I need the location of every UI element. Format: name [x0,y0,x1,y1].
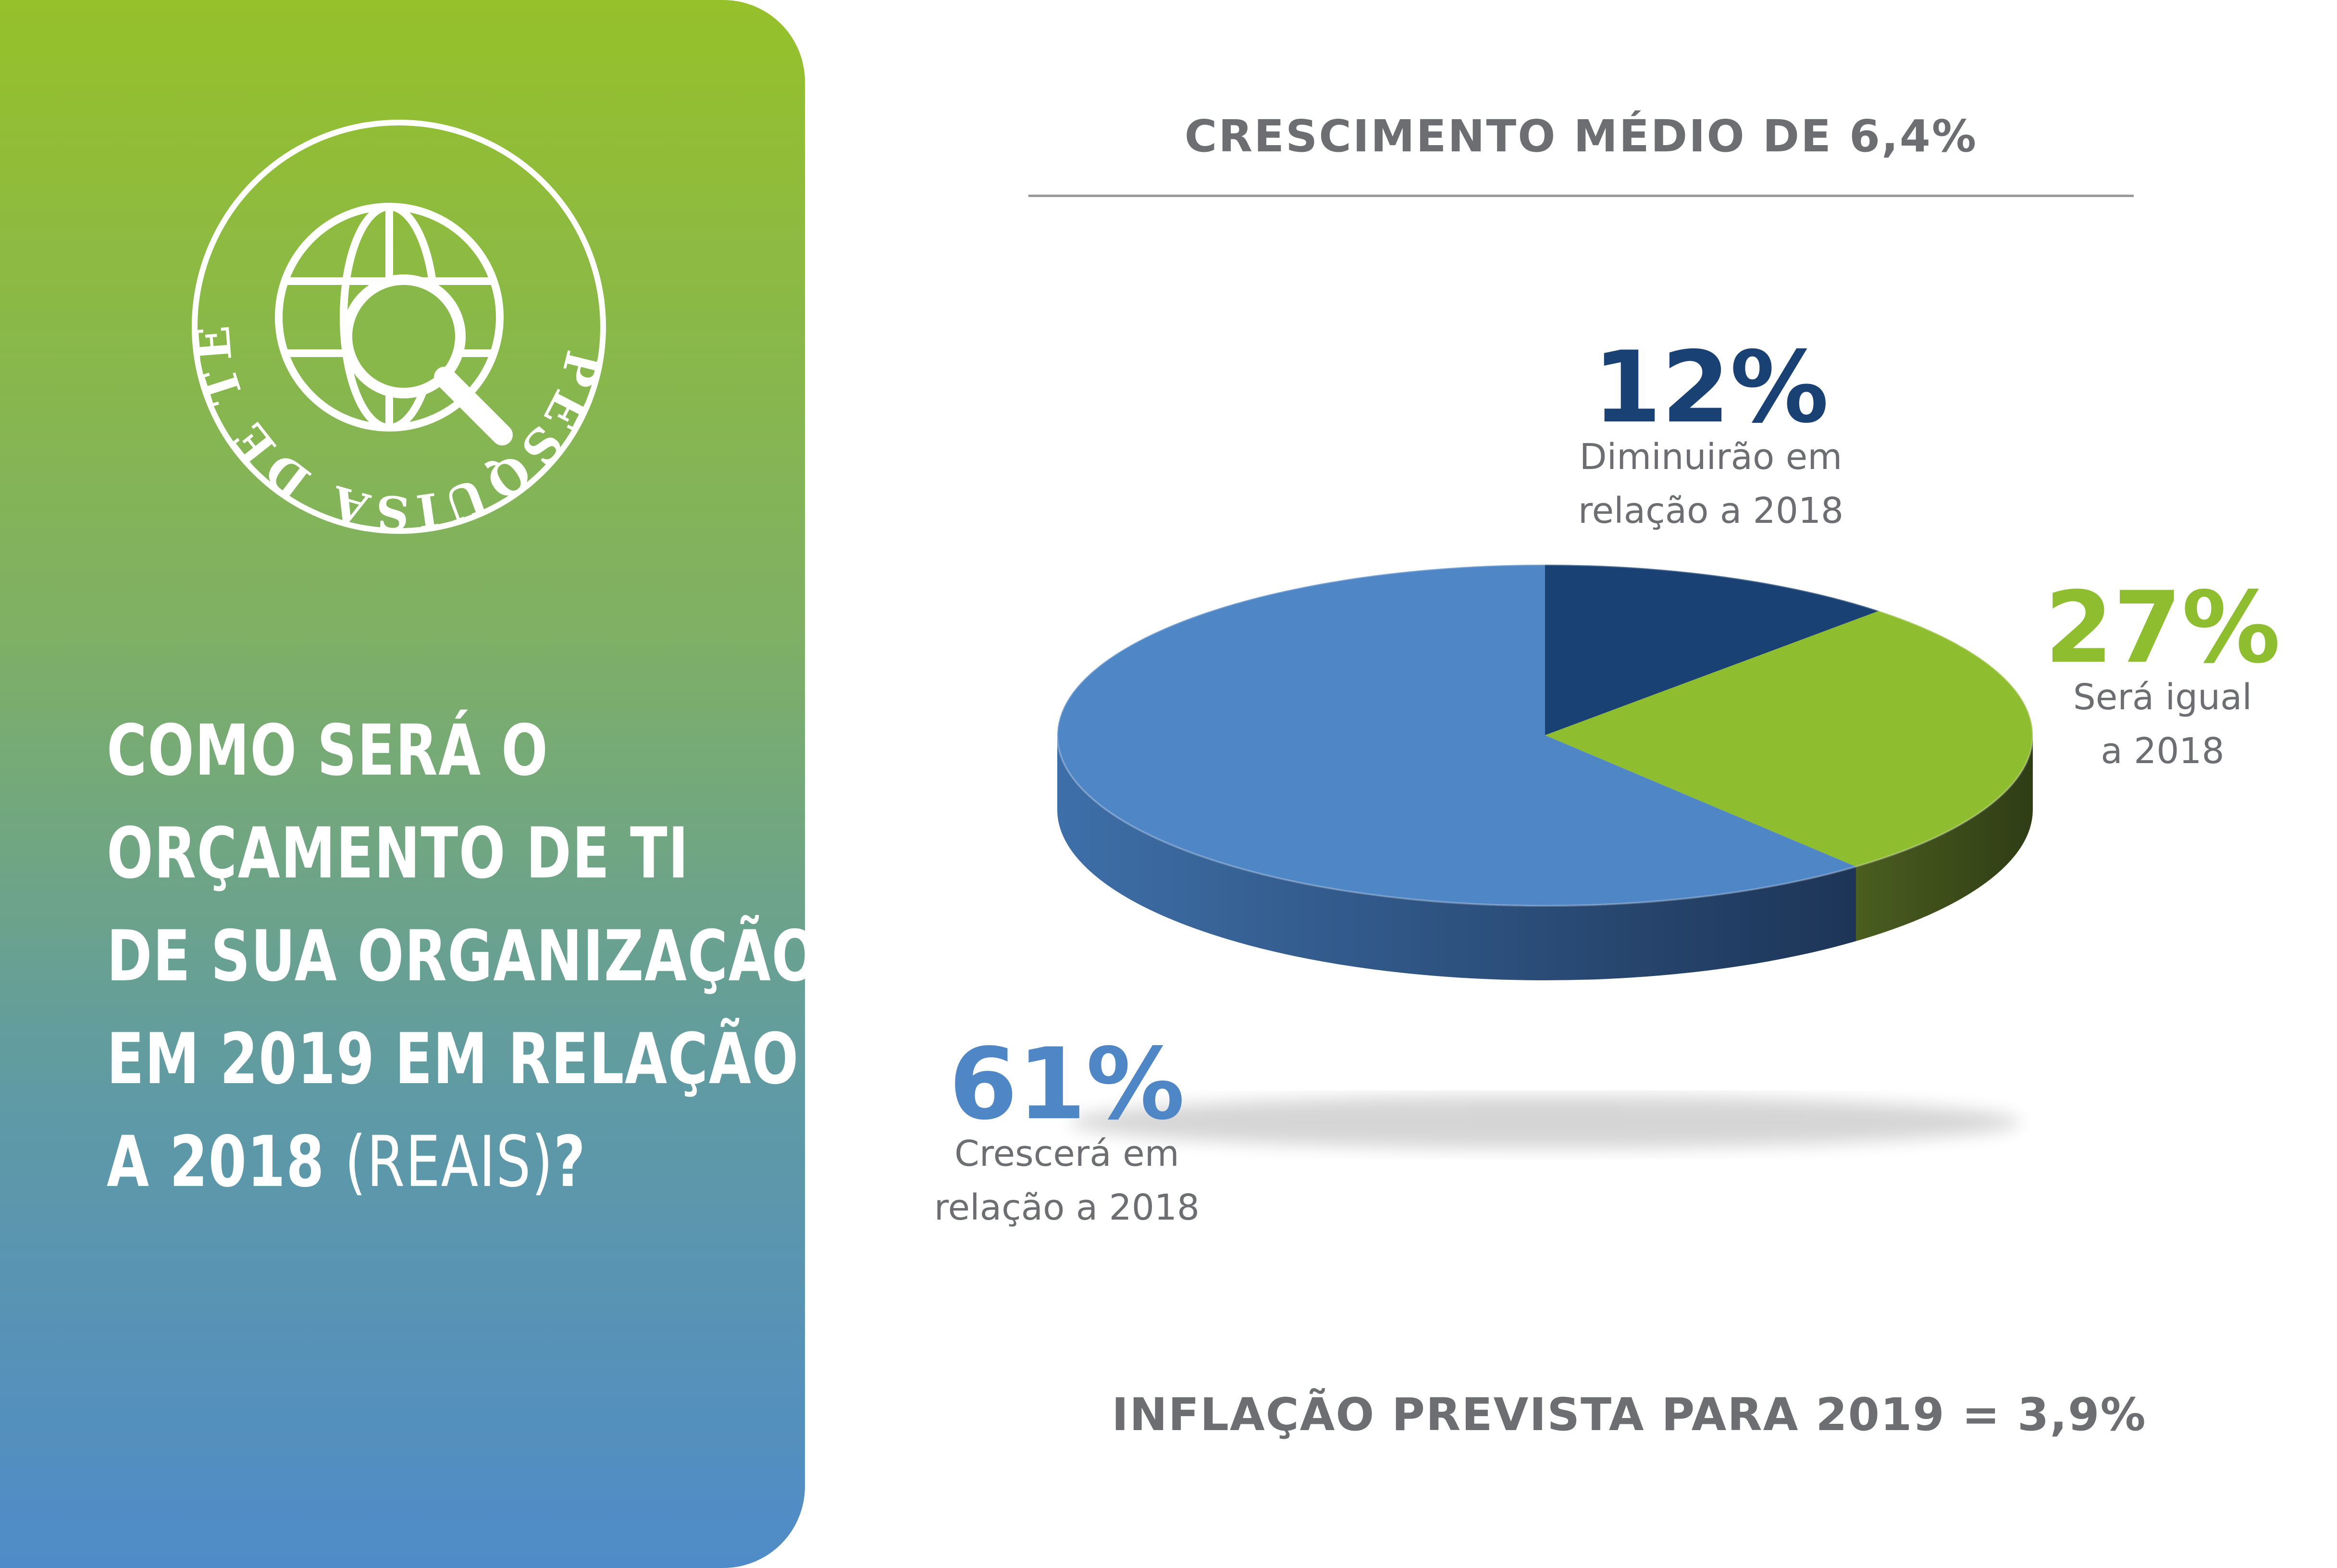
inflation-note: INFLAÇÃO PREVISTA PARA 2019 = 3,9% [1112,1389,2147,1441]
desc-line: a 2018 [2101,730,2225,772]
slice-label-increase: 61% [949,1027,1185,1142]
slice-desc-same: Será igual a 2018 [2018,670,2307,778]
slice-label-decrease: 12% [1593,331,1829,445]
survey-question: COMO SERÁ O ORÇAMENTO DE TI DE SUA ORGAN… [107,699,819,1213]
pie-slice [1545,565,1879,735]
question-mark: ? [553,1121,586,1203]
left-panel: PESQUISA DE TENDÊNCIAS COMO SERÁ O ORÇAM… [0,0,819,1568]
slice-desc-decrease: Diminuirão em relação a 2018 [1519,430,1903,538]
question-currency: (REAIS) [345,1121,554,1203]
question-line: EM 2019 EM RELAÇÃO [107,1018,799,1100]
desc-line: relação a 2018 [934,1187,1200,1228]
desc-line: Será igual [2073,677,2252,718]
pie-slice-side [1855,735,2033,941]
pie-slice-side [1057,735,1856,980]
pie-slice [1545,611,2033,867]
question-last-start: A 2018 [107,1121,345,1203]
globe-magnifier-icon [275,203,513,445]
desc-line: relação a 2018 [1578,490,1844,531]
desc-line: Crescerá em [954,1133,1179,1174]
question-line: DE SUA ORGANIZAÇÃO [107,915,819,997]
question-line: A 2018 (REAIS)? [107,1111,639,1213]
pie-rim [1056,564,2034,907]
pie-slice [1057,565,1856,906]
chart-title: CRESCIMENTO MÉDIO DE 6,4% [1184,111,1978,162]
pesquisa-de-tendencias-seal: PESQUISA DE TENDÊNCIAS [183,111,606,540]
slice-desc-increase: Crescerá em relação a 2018 [875,1127,1259,1235]
question-line: ORÇAMENTO DE TI [107,813,690,894]
desc-line: Diminuirão em [1579,436,1842,478]
title-divider [1028,195,2134,197]
pie-chart [1056,564,2034,1148]
question-line: COMO SERÁ O [107,710,549,791]
slice-label-same: 27% [2044,571,2281,685]
